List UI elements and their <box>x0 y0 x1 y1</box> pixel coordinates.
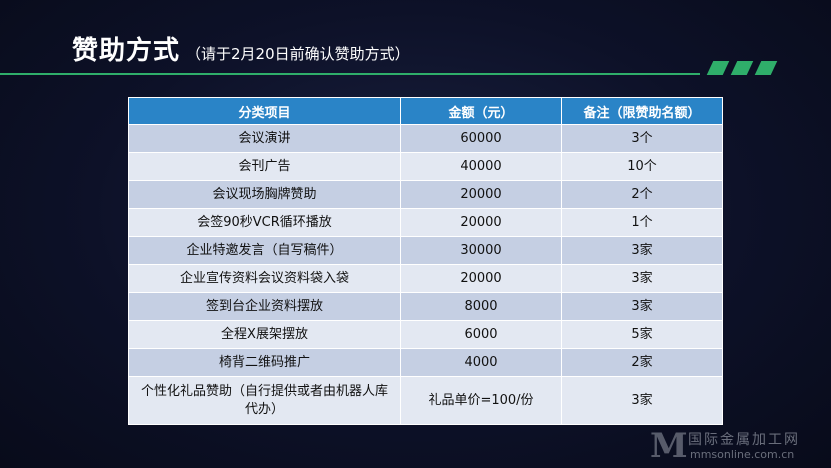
cell-amount: 8000 <box>400 292 562 321</box>
table-row: 个性化礼品赞助（自行提供或者由机器人库代办） 礼品单价=100/份 3家 <box>128 376 723 425</box>
cell-amount: 60000 <box>400 124 562 153</box>
table-row: 企业宣传资料会议资料袋入袋 20000 3家 <box>128 264 723 293</box>
watermark-en: mmsonline.com.cn <box>690 448 795 461</box>
table-row: 椅背二维码推广 4000 2家 <box>128 348 723 377</box>
cell-note: 2家 <box>561 348 723 377</box>
cell-amount: 40000 <box>400 152 562 181</box>
watermark-logo: M <box>650 426 688 466</box>
header-note: 备注（限赞助名额） <box>561 97 723 125</box>
cell-amount: 20000 <box>400 208 562 237</box>
cell-note: 10个 <box>561 152 723 181</box>
header-category: 分类项目 <box>128 97 401 125</box>
table-row: 会议演讲 60000 3个 <box>128 124 723 153</box>
slide-title-main: 赞助方式 <box>72 36 181 66</box>
slide-title: 赞助方式 （请于2月20日前确认赞助方式） <box>72 30 410 67</box>
cell-amount: 6000 <box>400 320 562 349</box>
decor-bar <box>730 61 754 75</box>
cell-note: 3家 <box>561 292 723 321</box>
cell-category: 椅背二维码推广 <box>128 348 401 377</box>
cell-category: 企业特邀发言（自写稿件） <box>128 236 401 265</box>
cell-category: 全程X展架摆放 <box>128 320 401 349</box>
table-row: 企业特邀发言（自写稿件） 30000 3家 <box>128 236 723 265</box>
table-row: 会议现场胸牌赞助 20000 2个 <box>128 180 723 209</box>
header-amount: 金额（元） <box>400 97 562 125</box>
watermark-cn: 国际金属加工网 <box>688 432 800 448</box>
cell-note: 3家 <box>561 264 723 293</box>
cell-category: 个性化礼品赞助（自行提供或者由机器人库代办） <box>128 376 401 425</box>
table-row: 签到台企业资料摆放 8000 3家 <box>128 292 723 321</box>
cell-category: 会议现场胸牌赞助 <box>128 180 401 209</box>
cell-amount: 20000 <box>400 180 562 209</box>
cell-category: 会议演讲 <box>128 124 401 153</box>
cell-amount: 礼品单价=100/份 <box>400 376 562 425</box>
cell-note: 1个 <box>561 208 723 237</box>
cell-category: 企业宣传资料会议资料袋入袋 <box>128 264 401 293</box>
cell-amount: 30000 <box>400 236 562 265</box>
cell-category: 会签90秒VCR循环播放 <box>128 208 401 237</box>
table-row: 会签90秒VCR循环播放 20000 1个 <box>128 208 723 237</box>
cell-amount: 4000 <box>400 348 562 377</box>
slide-subtitle: （请于2月20日前确认赞助方式） <box>186 45 410 63</box>
table-row: 会刊广告 40000 10个 <box>128 152 723 181</box>
table-header-row: 分类项目 金额（元） 备注（限赞助名额） <box>128 97 723 125</box>
cell-note: 3个 <box>561 124 723 153</box>
cell-note: 3家 <box>561 376 723 425</box>
table-row: 全程X展架摆放 6000 5家 <box>128 320 723 349</box>
cell-note: 2个 <box>561 180 723 209</box>
watermark: M 国际金属加工网 mmsonline.com.cn <box>650 426 830 466</box>
decor-bar <box>706 61 730 75</box>
cell-note: 3家 <box>561 236 723 265</box>
decor-bar <box>754 61 778 75</box>
decorative-bars <box>706 61 780 75</box>
sponsorship-table: 分类项目 金额（元） 备注（限赞助名额） 会议演讲 60000 3个 会刊广告 … <box>128 97 723 425</box>
cell-note: 5家 <box>561 320 723 349</box>
cell-category: 签到台企业资料摆放 <box>128 292 401 321</box>
cell-category: 会刊广告 <box>128 152 401 181</box>
cell-amount: 20000 <box>400 264 562 293</box>
title-divider <box>0 73 700 75</box>
